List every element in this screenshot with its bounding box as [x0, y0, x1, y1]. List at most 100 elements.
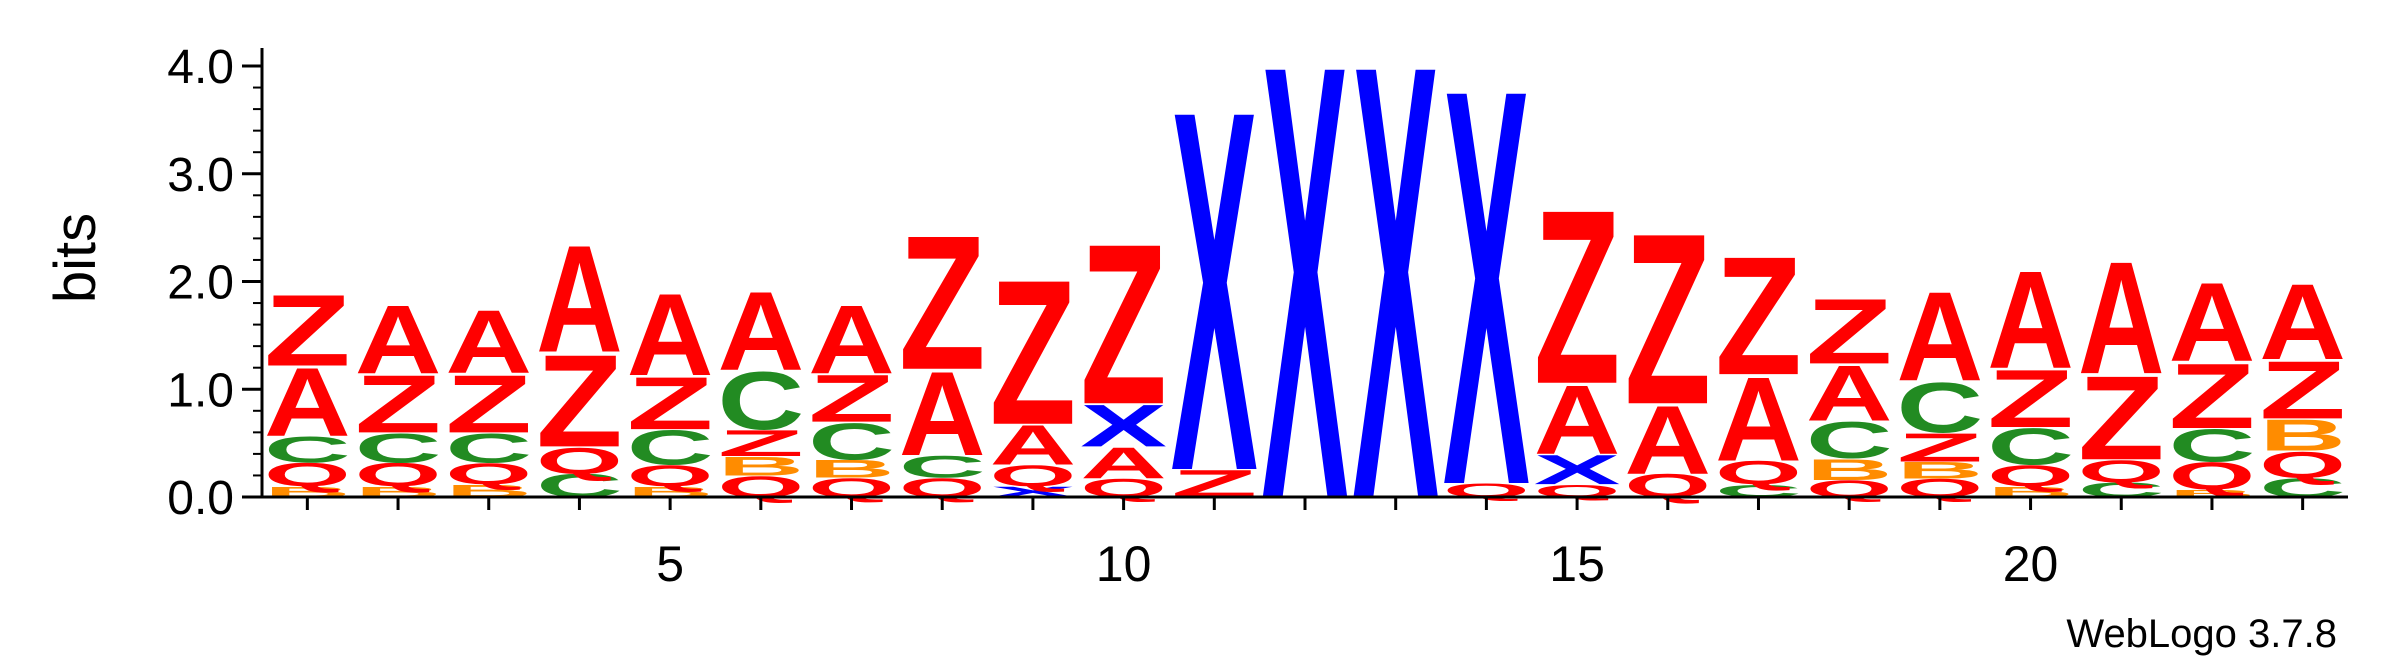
- logo-letter-c: C: [1897, 367, 1984, 448]
- logo-letter-z: Z: [355, 358, 442, 450]
- logo-letter-z: Z: [2078, 351, 2165, 485]
- y-tick-label: 4.0: [167, 41, 234, 94]
- y-tick-label: 2.0: [167, 257, 234, 310]
- logo-letter-z: Z: [627, 362, 714, 446]
- logo-letter-q: Q: [1715, 455, 1802, 491]
- logo-letter-a: A: [2259, 263, 2346, 383]
- logo-letter-x: X: [1080, 393, 1167, 460]
- logo-letter-z: Z: [717, 422, 804, 464]
- logo-letter-q: Q: [536, 440, 623, 482]
- weblogo-version-footer: WebLogo 3.7.8: [2066, 612, 2337, 656]
- logo-letter-a: A: [2078, 228, 2165, 407]
- logo-letter-b: B: [1897, 457, 1984, 484]
- logo-letter-z: Z: [264, 274, 351, 388]
- logo-letter-c: C: [808, 412, 895, 471]
- logo-letter-x: X: [1443, 0, 1530, 603]
- logo-letter-z: Z: [808, 360, 895, 436]
- logo-column-12: X: [1262, 0, 1349, 630]
- y-tick-label: 3.0: [167, 149, 234, 202]
- logo-letter-z: Z: [1534, 158, 1621, 436]
- logo-letter-a: A: [1715, 353, 1802, 487]
- logo-letter-q: Q: [990, 459, 1077, 492]
- logo-letter-q: Q: [264, 457, 351, 493]
- logo-letter-a: A: [1987, 241, 2074, 397]
- x-tick-label: 10: [1096, 536, 1152, 592]
- logo-letter-z: Z: [1987, 352, 2074, 444]
- logo-letter-a: A: [445, 293, 532, 393]
- logo-letter-b: B: [2259, 411, 2346, 461]
- logo-letter-a: A: [1806, 349, 1893, 438]
- logo-letter-c: C: [2169, 420, 2256, 471]
- logo-letter-a: A: [1534, 365, 1621, 476]
- logo-letter-a: A: [536, 215, 623, 385]
- logo-column-11: ZX: [1171, 3, 1258, 579]
- logo-letter-z: Z: [990, 237, 1077, 468]
- logo-letter-z: Z: [899, 195, 986, 410]
- y-tick-label: 0.0: [167, 472, 234, 525]
- logo-letter-q: Q: [2169, 454, 2256, 498]
- logo-letter-q: Q: [2259, 444, 2346, 486]
- logo-letter-z: Z: [1897, 425, 1984, 470]
- logo-letter-c: C: [264, 429, 351, 471]
- logo-letter-b: B: [2169, 488, 2256, 500]
- logo-letter-a: A: [990, 413, 1077, 477]
- logo-letter-c: C: [899, 449, 986, 484]
- logo-stacks: BQCAZBQCZABQCZACQZABQCZAQBZCAQBCZAQCAZXQ…: [264, 0, 2346, 630]
- logo-letter-b: B: [808, 455, 895, 483]
- logo-letter-a: A: [355, 286, 442, 395]
- logo-letter-a: A: [1897, 266, 1984, 408]
- logo-letter-q: Q: [627, 459, 714, 492]
- logo-letter-z: Z: [536, 328, 623, 475]
- logo-letter-z: Z: [2259, 344, 2346, 436]
- logo-letter-b: B: [1806, 453, 1893, 487]
- logo-letter-a: A: [1624, 386, 1711, 495]
- y-axis-label: bits: [43, 213, 108, 303]
- axes: 0.0 1.0 2.0 3.0 4.0 5 10 15 20: [167, 41, 2348, 592]
- logo-letter-z: Z: [2169, 344, 2256, 448]
- logo-letter-c: C: [1806, 411, 1893, 470]
- y-ticks: 0.0 1.0 2.0 3.0 4.0: [167, 41, 262, 525]
- logo-column-14: QX: [1443, 0, 1530, 603]
- logo-letter-x: X: [1534, 447, 1621, 493]
- logo-letter-z: Z: [1715, 222, 1802, 410]
- logo-letter-z: Z: [1624, 183, 1711, 456]
- x-tick-label: 15: [1549, 536, 1605, 592]
- logo-letter-a: A: [717, 268, 804, 394]
- logo-letter-b: B: [717, 451, 804, 481]
- logo-column-16: QAZ: [1624, 183, 1711, 504]
- logo-letter-x: X: [1262, 0, 1349, 630]
- logo-letter-a: A: [627, 271, 714, 401]
- logo-letter-c: C: [355, 425, 442, 472]
- logo-letter-c: C: [717, 355, 804, 447]
- logo-letter-x: X: [1171, 3, 1258, 579]
- logo-letter-c: C: [627, 421, 714, 476]
- x-ticks: 5 10 15 20: [305, 497, 2305, 592]
- logo-letter-z: Z: [445, 358, 532, 450]
- logo-letter-a: A: [899, 347, 986, 481]
- logo-letter-q: Q: [355, 457, 442, 493]
- logo-letter-q: Q: [1987, 459, 2074, 492]
- logo-column-13: X: [1352, 0, 1439, 630]
- logo-letter-z: Z: [1806, 280, 1893, 384]
- logo-letter-a: A: [2169, 260, 2256, 386]
- logo-letter-a: A: [264, 348, 351, 457]
- logo-letter-a: A: [808, 286, 895, 395]
- y-tick-label: 1.0: [167, 364, 234, 417]
- logo-letter-z: Z: [1080, 198, 1167, 453]
